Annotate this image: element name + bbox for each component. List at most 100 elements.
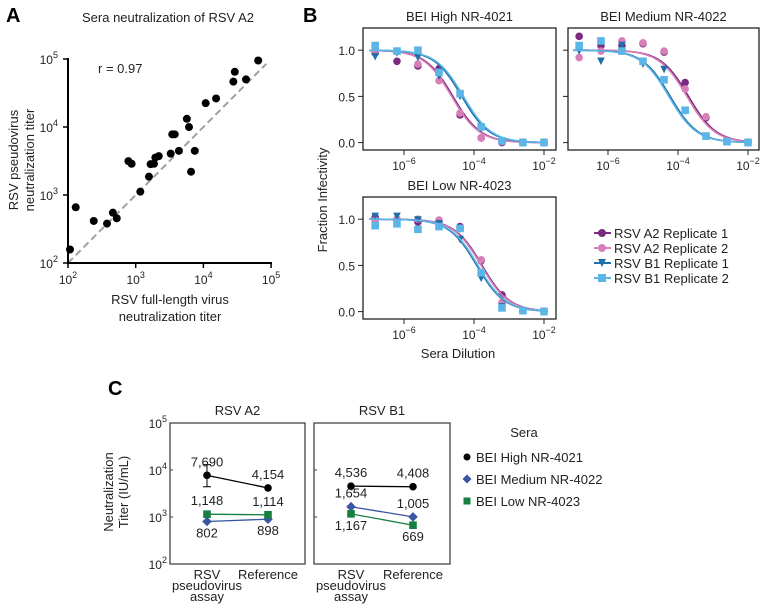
scatter-point <box>103 219 112 228</box>
data-label: 1,148 <box>191 493 224 508</box>
data-point-square <box>414 225 422 234</box>
subplot-title: BEI Low NR-4023 <box>407 178 511 193</box>
data-point-square <box>660 75 668 84</box>
y-tick-label-exp: 5 <box>162 414 167 424</box>
data-point-hexagon <box>681 85 689 93</box>
data-point-square <box>347 510 355 518</box>
legend-label: RSV B1 Replicate 2 <box>614 271 729 286</box>
panel-label-b: B <box>303 5 317 27</box>
x-tick-label-base: 10 <box>262 273 276 287</box>
scatter-point <box>144 172 153 181</box>
y-tick-label-exp: 3 <box>53 186 58 196</box>
data-point-square <box>456 224 464 233</box>
data-point-triangle-down <box>414 53 422 62</box>
y-tick-label: 0.5 <box>338 259 355 273</box>
data-point-triangle-down <box>660 65 668 74</box>
data-point-square <box>435 222 443 231</box>
scatter-point <box>229 77 238 86</box>
plot-frame <box>362 27 557 151</box>
data-label: 1,167 <box>335 518 368 533</box>
plot-frame <box>313 422 451 565</box>
dose-response-subplot <box>563 27 760 155</box>
x-tick-label-exp: −4 <box>476 156 486 166</box>
scatter-point <box>112 214 121 223</box>
data-point-square <box>519 138 527 147</box>
x-tick-label-base: 10 <box>596 159 610 173</box>
data-point-hexagon <box>414 60 422 68</box>
data-point-diamond <box>202 516 212 527</box>
legend-marker-diamond <box>462 474 472 484</box>
data-point-square <box>639 57 647 66</box>
data-point-square <box>498 304 506 312</box>
scatter-point <box>71 203 80 212</box>
data-point-square <box>264 510 272 519</box>
y-tick-label: 0.0 <box>338 306 355 320</box>
category-label: RSV <box>338 567 365 582</box>
identity-line <box>67 63 268 264</box>
fit-curve <box>369 218 543 312</box>
data-point-square <box>409 521 417 530</box>
x-tick-label-base: 10 <box>392 328 406 342</box>
x-tick-label: 102 <box>59 270 77 287</box>
x-tick-label-exp: −2 <box>750 156 760 166</box>
x-tick-label-base: 10 <box>532 159 546 173</box>
data-point-square <box>414 46 422 54</box>
data-point-hexagon <box>477 134 485 142</box>
scatter-point <box>182 114 191 123</box>
y-tick-label: 0.0 <box>338 137 355 151</box>
correlation-label: r = 0.97 <box>98 61 142 76</box>
series-line <box>350 513 414 526</box>
data-point-square <box>371 41 379 50</box>
x-tick-label-exp: 3 <box>140 270 145 280</box>
legend-marker-hexagon <box>598 244 606 252</box>
category-label: Reference <box>238 567 298 582</box>
data-point-square <box>477 268 485 277</box>
series-line <box>350 506 414 518</box>
data-point-diamond <box>346 501 356 512</box>
data-point-hexagon <box>435 76 443 85</box>
x-tick-label-base: 10 <box>532 328 546 342</box>
data-point-square <box>435 68 443 77</box>
category-label: Reference <box>383 567 443 582</box>
x-tick-label-base: 10 <box>127 273 141 287</box>
x-tick-label: 10−4 <box>666 156 690 173</box>
fit-curve <box>573 49 747 144</box>
scatter-point <box>190 146 199 155</box>
data-point-square <box>597 37 605 45</box>
data-point-square <box>681 106 689 115</box>
y-tick-label: 104 <box>149 461 167 478</box>
data-point-square <box>498 136 506 145</box>
plot-frame <box>567 27 760 151</box>
category-label: assay <box>334 589 368 604</box>
legend-marker-square <box>463 497 471 505</box>
x-tick-label: 10−2 <box>532 156 556 173</box>
legend-marker-square <box>598 274 606 282</box>
y-tick-label-exp: 2 <box>162 555 167 565</box>
x-tick-label-exp: −6 <box>406 325 416 335</box>
legend-label: BEI High NR-4021 <box>476 450 583 465</box>
titer-subplot <box>313 422 451 565</box>
y-tick-label-base: 10 <box>149 464 163 478</box>
fit-curve <box>573 49 747 143</box>
x-tick-label-exp: −2 <box>546 156 556 166</box>
data-label: 898 <box>257 523 279 538</box>
data-point-triangle-down <box>393 212 401 221</box>
x-tick-label: 10−6 <box>596 156 620 173</box>
y-tick-label: 0.5 <box>338 90 355 104</box>
legend-marker-circle <box>598 229 606 237</box>
data-point-circle <box>393 57 401 66</box>
data-point-square <box>393 220 401 228</box>
data-point-square <box>723 137 731 146</box>
fit-curve <box>369 218 543 312</box>
x-tick-label-exp: −6 <box>406 156 416 166</box>
legend-marker-triangle-down <box>598 259 606 267</box>
data-label: 7,690 <box>191 454 224 469</box>
y-tick-label: 1.0 <box>338 44 355 58</box>
subplot-title: BEI Medium NR-4022 <box>600 9 726 24</box>
data-label: 1,654 <box>335 486 368 501</box>
x-tick-label-exp: −6 <box>610 156 620 166</box>
y-axis-label: Fraction Infectivity <box>315 147 330 252</box>
data-point-square <box>702 132 710 140</box>
y-axis-label-line2: Titer (IU/mL) <box>116 456 131 528</box>
